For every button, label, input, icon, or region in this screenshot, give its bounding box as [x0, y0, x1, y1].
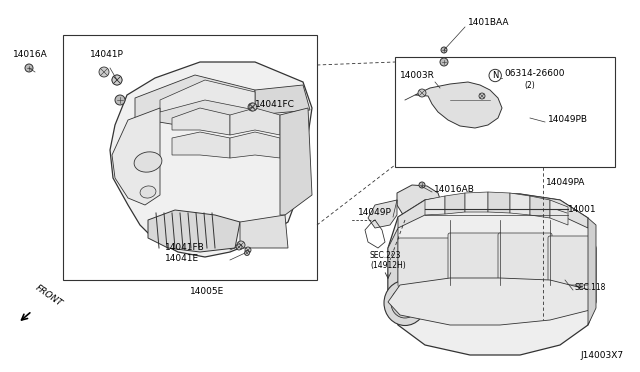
Polygon shape: [230, 132, 280, 158]
Circle shape: [99, 67, 109, 77]
Circle shape: [236, 244, 242, 250]
Ellipse shape: [384, 280, 426, 326]
Text: 14049PB: 14049PB: [548, 115, 588, 124]
Text: (14912H): (14912H): [370, 261, 406, 270]
Bar: [63, 35, 317, 280]
Text: SEC.223: SEC.223: [370, 251, 401, 260]
Polygon shape: [255, 85, 310, 115]
Text: J14003X7: J14003X7: [580, 351, 623, 360]
Polygon shape: [415, 82, 502, 128]
FancyBboxPatch shape: [398, 238, 452, 287]
Circle shape: [25, 64, 33, 72]
Text: 14041FB: 14041FB: [165, 243, 205, 252]
Polygon shape: [550, 200, 568, 225]
Circle shape: [440, 58, 448, 66]
Text: (2): (2): [524, 81, 535, 90]
Polygon shape: [488, 192, 510, 213]
Text: 14049PA: 14049PA: [546, 178, 586, 187]
Polygon shape: [148, 210, 240, 252]
Polygon shape: [398, 194, 588, 228]
Polygon shape: [160, 80, 255, 112]
Polygon shape: [280, 108, 312, 215]
Polygon shape: [230, 108, 280, 135]
Polygon shape: [388, 194, 596, 355]
Circle shape: [237, 241, 245, 249]
Text: SEC.118: SEC.118: [575, 283, 606, 292]
Circle shape: [441, 47, 447, 53]
Ellipse shape: [134, 152, 162, 172]
Polygon shape: [240, 215, 288, 248]
Circle shape: [479, 93, 485, 99]
Polygon shape: [135, 75, 255, 128]
Polygon shape: [172, 132, 230, 158]
Circle shape: [418, 89, 426, 97]
Text: 14041P: 14041P: [90, 50, 124, 59]
Polygon shape: [510, 193, 530, 215]
Text: 14016AB: 14016AB: [434, 185, 475, 194]
Polygon shape: [397, 185, 442, 222]
Circle shape: [245, 247, 251, 253]
Text: 14003R: 14003R: [400, 71, 435, 80]
Polygon shape: [588, 218, 596, 325]
Polygon shape: [445, 193, 465, 214]
Circle shape: [112, 75, 122, 85]
Text: 1401BAA: 1401BAA: [468, 18, 509, 27]
Text: 14001: 14001: [568, 205, 596, 214]
Polygon shape: [465, 192, 488, 212]
Circle shape: [419, 182, 425, 188]
Ellipse shape: [391, 288, 419, 318]
Circle shape: [115, 95, 125, 105]
Polygon shape: [425, 196, 445, 215]
Text: 14016A: 14016A: [13, 50, 48, 59]
Polygon shape: [110, 62, 312, 257]
Text: 14041E: 14041E: [165, 254, 199, 263]
Polygon shape: [388, 278, 590, 325]
Text: 14041FC: 14041FC: [255, 100, 295, 109]
Polygon shape: [368, 200, 397, 228]
Polygon shape: [388, 228, 398, 298]
Text: N: N: [492, 71, 499, 80]
Circle shape: [249, 103, 257, 111]
Ellipse shape: [140, 186, 156, 198]
Circle shape: [244, 250, 250, 256]
Polygon shape: [530, 196, 550, 218]
Polygon shape: [172, 108, 230, 135]
Text: 06314-26600: 06314-26600: [504, 69, 564, 78]
FancyBboxPatch shape: [448, 233, 502, 282]
FancyBboxPatch shape: [498, 233, 552, 282]
Text: FRONT: FRONT: [34, 283, 65, 308]
Circle shape: [248, 103, 256, 111]
Polygon shape: [112, 108, 160, 205]
Text: 14049P: 14049P: [358, 208, 392, 217]
Text: 14005E: 14005E: [190, 287, 224, 296]
FancyBboxPatch shape: [548, 236, 592, 285]
Bar: [395, 57, 615, 167]
Circle shape: [112, 75, 122, 85]
